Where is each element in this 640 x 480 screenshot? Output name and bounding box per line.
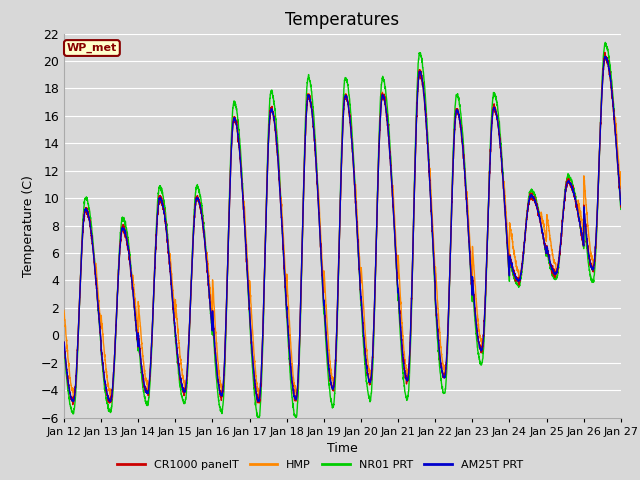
NR01 PRT bbox=[255, 417, 263, 422]
CR1000 panelT bbox=[216, 388, 223, 394]
Legend: CR1000 panelT, HMP, NR01 PRT, AM25T PRT: CR1000 panelT, HMP, NR01 PRT, AM25T PRT bbox=[113, 456, 527, 474]
CR1000 panelT bbox=[60, 341, 68, 347]
NR01 PRT bbox=[617, 206, 625, 212]
Text: WP_met: WP_met bbox=[67, 43, 117, 53]
CR1000 panelT bbox=[180, 389, 188, 395]
NR01 PRT bbox=[60, 344, 68, 350]
Y-axis label: Temperature (C): Temperature (C) bbox=[22, 175, 35, 276]
HMP bbox=[179, 376, 187, 382]
AM25T PRT bbox=[397, 328, 404, 334]
HMP bbox=[406, 331, 414, 336]
HMP bbox=[601, 52, 609, 58]
AM25T PRT bbox=[107, 399, 115, 405]
Line: AM25T PRT: AM25T PRT bbox=[64, 56, 621, 402]
NR01 PRT bbox=[216, 403, 223, 409]
HMP bbox=[564, 179, 572, 184]
NR01 PRT bbox=[617, 204, 625, 210]
CR1000 panelT bbox=[601, 49, 609, 55]
AM25T PRT bbox=[406, 329, 414, 335]
X-axis label: Time: Time bbox=[327, 442, 358, 455]
CR1000 panelT bbox=[564, 179, 572, 185]
HMP bbox=[255, 400, 263, 406]
AM25T PRT bbox=[60, 339, 68, 345]
CR1000 panelT bbox=[397, 328, 404, 334]
NR01 PRT bbox=[397, 341, 404, 347]
AM25T PRT bbox=[180, 387, 188, 393]
Line: CR1000 panelT: CR1000 panelT bbox=[64, 52, 621, 405]
NR01 PRT bbox=[406, 342, 414, 348]
AM25T PRT bbox=[617, 202, 625, 207]
AM25T PRT bbox=[216, 387, 223, 393]
HMP bbox=[60, 308, 68, 313]
NR01 PRT bbox=[602, 39, 609, 45]
NR01 PRT bbox=[179, 399, 187, 405]
HMP bbox=[216, 375, 223, 381]
AM25T PRT bbox=[602, 53, 609, 59]
AM25T PRT bbox=[617, 200, 625, 205]
HMP bbox=[617, 169, 625, 175]
NR01 PRT bbox=[564, 171, 572, 177]
AM25T PRT bbox=[564, 178, 572, 184]
CR1000 panelT bbox=[406, 328, 414, 334]
HMP bbox=[617, 186, 625, 192]
CR1000 panelT bbox=[617, 204, 625, 210]
Line: NR01 PRT: NR01 PRT bbox=[64, 42, 621, 420]
CR1000 panelT bbox=[617, 196, 625, 202]
Line: HMP: HMP bbox=[64, 55, 621, 403]
CR1000 panelT bbox=[69, 402, 77, 408]
Title: Temperatures: Temperatures bbox=[285, 11, 399, 29]
HMP bbox=[397, 299, 404, 305]
